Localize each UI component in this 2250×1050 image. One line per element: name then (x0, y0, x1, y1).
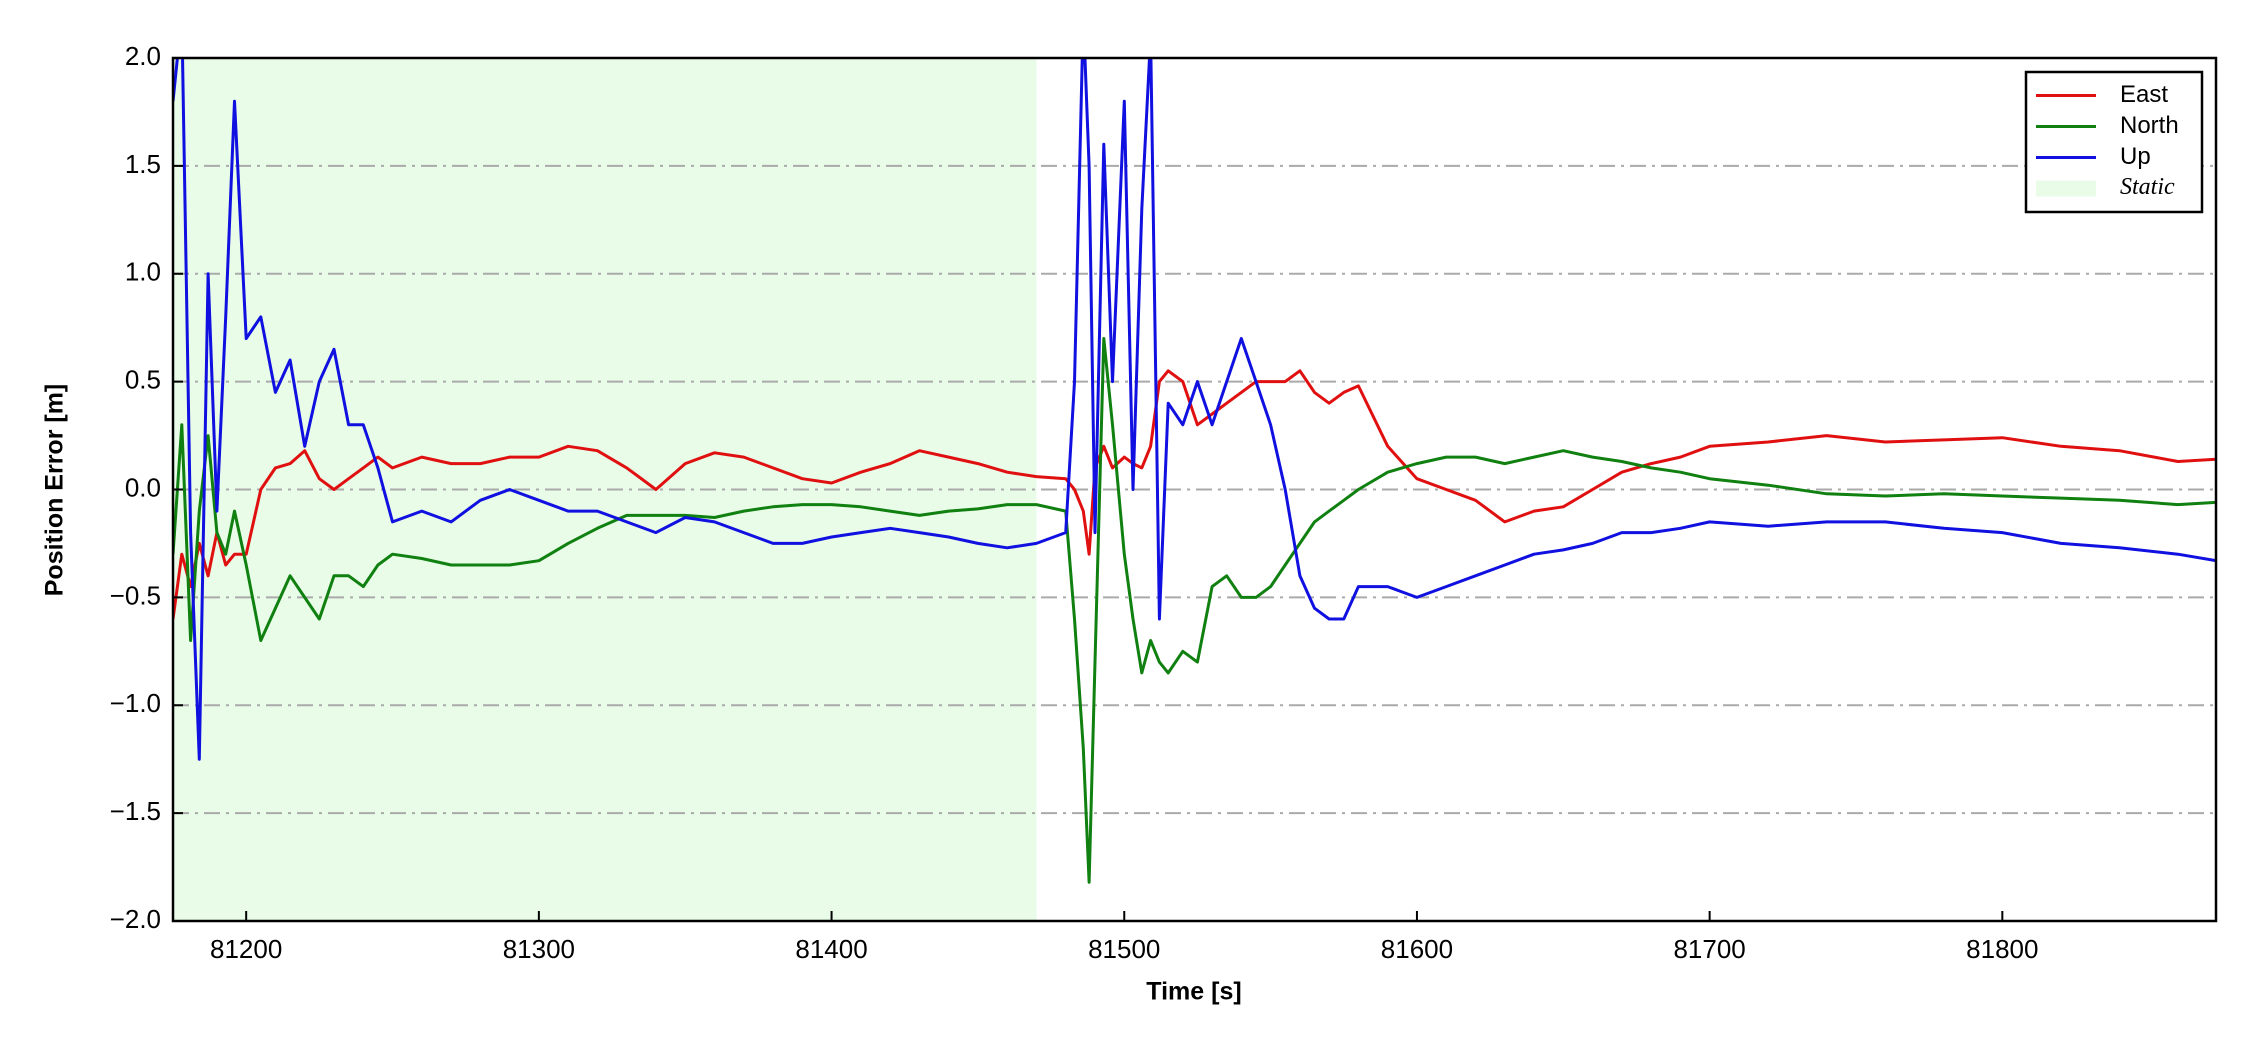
series-line (173, 337, 2216, 884)
x-tick-label: 81600 (1381, 934, 1453, 964)
y-tick-label: 2.0 (125, 41, 161, 71)
legend-swatch (2036, 180, 2096, 197)
legend-label: Static (2120, 174, 2175, 200)
y-tick-label: 1.5 (125, 149, 161, 179)
y-tick-label: 0.0 (125, 472, 161, 502)
y-tick-label: −0.5 (110, 580, 161, 610)
x-tick-label: 81500 (1088, 934, 1160, 964)
series-line (173, 58, 2216, 761)
legend-label: Up (2120, 143, 2151, 170)
y-axis-label: Position Error [m] (41, 384, 69, 597)
series-line (173, 369, 2216, 620)
x-tick-label: 81800 (1966, 934, 2038, 964)
x-tick-label: 81700 (1673, 934, 1745, 964)
y-tick-label: −2.0 (110, 904, 161, 934)
x-tick-label: 81300 (503, 934, 575, 964)
x-axis-label: Time [s] (1146, 978, 1241, 1006)
x-tick-label: 81400 (795, 934, 867, 964)
y-tick-label: 1.0 (125, 257, 161, 287)
legend-label: East (2120, 81, 2168, 108)
legend-label: North (2120, 112, 2179, 139)
y-tick-label: −1.0 (110, 688, 161, 718)
y-tick-label: −1.5 (110, 796, 161, 826)
x-tick-label: 81200 (210, 934, 282, 964)
y-tick-label: 0.5 (125, 365, 161, 395)
